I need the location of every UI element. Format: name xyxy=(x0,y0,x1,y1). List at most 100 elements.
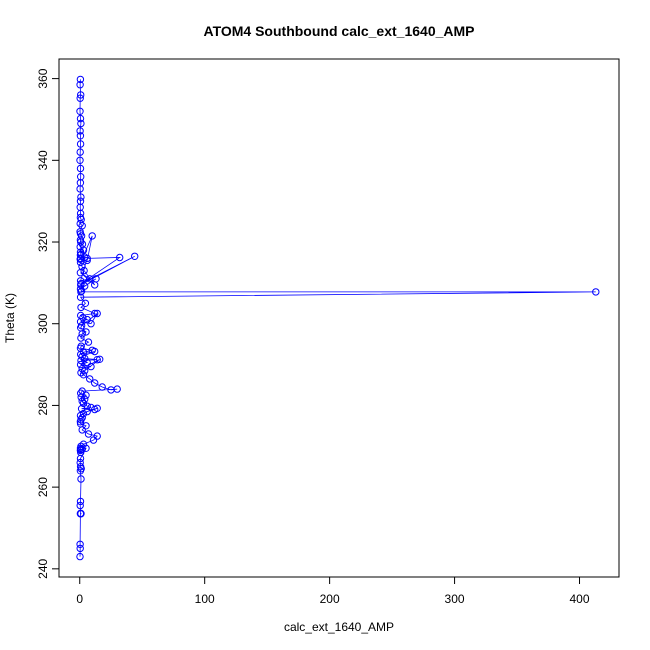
data-point xyxy=(77,238,85,246)
y-tick-label: 340 xyxy=(36,150,50,170)
data-point xyxy=(78,352,86,361)
data-point xyxy=(76,164,85,173)
data-point xyxy=(93,404,101,412)
series-line xyxy=(79,79,596,557)
data-point xyxy=(76,255,84,263)
data-point xyxy=(76,127,84,135)
y-tick-label: 240 xyxy=(36,558,50,578)
data-point xyxy=(77,303,85,312)
data-point xyxy=(91,379,99,387)
data-point xyxy=(81,354,89,363)
data-point xyxy=(76,544,84,553)
data-point xyxy=(83,254,91,263)
x-axis-label: calc_ext_1640_AMP xyxy=(284,620,394,634)
data-point xyxy=(76,258,85,267)
data-point xyxy=(87,320,95,328)
data-point xyxy=(80,266,88,275)
data-point xyxy=(86,375,94,383)
y-tick-label: 260 xyxy=(36,477,50,497)
data-point xyxy=(82,328,90,336)
plot-frame xyxy=(58,58,620,578)
data-point xyxy=(76,510,85,518)
data-point xyxy=(78,426,86,434)
data-point xyxy=(77,119,85,128)
data-point xyxy=(76,140,85,148)
data-point xyxy=(76,185,84,193)
data-point xyxy=(76,454,85,463)
y-tick-label: 360 xyxy=(36,68,50,88)
data-point xyxy=(77,288,85,296)
data-point xyxy=(131,252,139,260)
data-point xyxy=(88,232,96,240)
data-point xyxy=(76,540,84,548)
data-point xyxy=(76,360,85,369)
data-point xyxy=(76,107,84,116)
data-point xyxy=(78,330,86,338)
x-axis: 0 100 200 300 400 xyxy=(76,576,590,606)
data-point xyxy=(84,430,93,438)
data-point xyxy=(77,405,86,413)
data-point xyxy=(76,81,84,89)
data-point xyxy=(78,445,86,453)
data-point xyxy=(78,397,86,405)
data-point xyxy=(77,475,85,483)
data-point xyxy=(83,407,91,416)
data-point xyxy=(83,256,91,265)
data-point xyxy=(92,275,100,283)
data-point xyxy=(93,356,101,364)
data-point xyxy=(89,436,98,444)
y-axis: 240 260 280 300 320 340 360 xyxy=(36,68,60,579)
data-point xyxy=(76,467,85,475)
data-point xyxy=(83,358,91,367)
data-point xyxy=(76,277,85,285)
x-tick-label: 300 xyxy=(445,592,465,606)
data-point xyxy=(93,309,101,318)
plot-area xyxy=(76,75,600,561)
data-point xyxy=(76,251,85,259)
data-point xyxy=(83,315,91,324)
data-point xyxy=(77,334,85,342)
data-point xyxy=(76,75,85,84)
y-axis-label: Theta (K) xyxy=(3,293,17,343)
data-point xyxy=(82,444,90,452)
data-point xyxy=(76,114,85,123)
data-point xyxy=(77,369,85,377)
data-point xyxy=(98,383,106,391)
y-tick-label: 280 xyxy=(36,395,50,415)
x-tick-label: 400 xyxy=(570,592,590,606)
data-point xyxy=(84,338,93,346)
data-point xyxy=(76,156,84,165)
data-point xyxy=(113,385,121,393)
data-point xyxy=(81,299,90,307)
data-point xyxy=(81,395,89,403)
data-point xyxy=(76,269,85,277)
x-tick-label: 0 xyxy=(76,592,83,606)
y-tick-label: 320 xyxy=(36,232,50,252)
data-point xyxy=(81,367,89,375)
data-point xyxy=(77,91,85,99)
chart-title: ATOM4 Southbound calc_ext_1640_AMP xyxy=(204,23,475,39)
data-point xyxy=(76,552,84,561)
data-point xyxy=(116,253,124,262)
y-tick-label: 300 xyxy=(36,313,50,333)
data-point xyxy=(91,309,99,318)
data-point xyxy=(93,432,101,440)
data-point xyxy=(82,422,90,430)
data-point xyxy=(76,132,85,140)
data-point xyxy=(76,497,85,506)
data-point xyxy=(76,293,85,301)
data-point xyxy=(91,347,99,356)
data-point xyxy=(79,313,87,322)
data-point xyxy=(76,94,84,102)
x-tick-label: 100 xyxy=(195,592,215,606)
x-tick-label: 200 xyxy=(320,592,340,606)
data-point xyxy=(82,391,90,399)
data-point xyxy=(76,148,84,156)
data-point xyxy=(77,193,85,201)
data-point xyxy=(592,288,600,296)
data-point xyxy=(87,362,95,371)
data-point xyxy=(96,355,104,363)
data-point xyxy=(76,219,84,228)
data-point xyxy=(76,501,84,510)
